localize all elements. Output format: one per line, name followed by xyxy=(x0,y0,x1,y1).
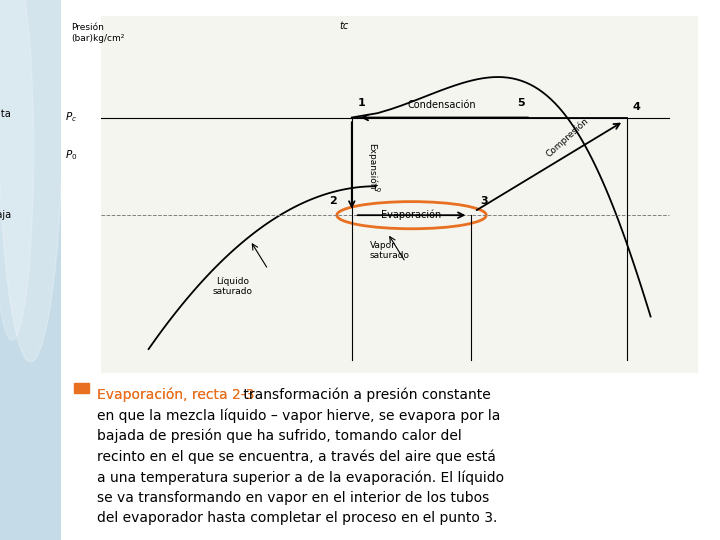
Text: P baja: P baja xyxy=(0,210,12,220)
Text: Entalpía: Entalpía xyxy=(639,378,675,387)
Bar xyxy=(74,383,89,393)
Text: 4: 4 xyxy=(633,102,641,112)
Text: Condensación: Condensación xyxy=(407,100,476,110)
Text: $h_4$: $h_4$ xyxy=(633,387,644,401)
Text: Evaporación, recta 2-3: Evaporación, recta 2-3 xyxy=(97,388,255,402)
Text: P alta: P alta xyxy=(0,109,12,119)
Circle shape xyxy=(0,0,34,340)
Text: $h_1$: $h_1$ xyxy=(343,373,355,387)
Text: $P_c$: $P_c$ xyxy=(65,111,77,124)
Text: 1: 1 xyxy=(358,98,366,109)
Text: Expansión: Expansión xyxy=(366,143,377,190)
Text: Evaporación: Evaporación xyxy=(382,210,441,220)
Text: del evaporador hasta completar el proceso en el punto 3.: del evaporador hasta completar el proces… xyxy=(97,511,498,525)
Text: bajada de presión que ha sufrido, tomando calor del: bajada de presión que ha sufrido, tomand… xyxy=(97,429,462,443)
Text: a una temperatura superior a de la evaporación. El líquido: a una temperatura superior a de la evapo… xyxy=(97,470,505,484)
Text: Líquido
saturado: Líquido saturado xyxy=(212,276,252,296)
Text: transformación a presión constante: transformación a presión constante xyxy=(239,388,491,402)
Text: Evaporación, recta 2-3: Evaporación, recta 2-3 xyxy=(97,388,255,402)
Text: $h_o$: $h_o$ xyxy=(343,387,355,401)
Text: Compresión: Compresión xyxy=(544,116,590,159)
Text: se va transformando en vapor en el interior de los tubos: se va transformando en vapor en el inter… xyxy=(97,491,490,504)
Text: 5: 5 xyxy=(518,98,525,109)
Text: Vapor
saturado: Vapor saturado xyxy=(370,240,410,260)
Text: tc: tc xyxy=(340,21,349,31)
Text: $t_o$: $t_o$ xyxy=(373,181,382,195)
Text: $h_3$: $h_3$ xyxy=(465,373,477,387)
Text: en que la mezcla líquido – vapor hierve, se evapora por la: en que la mezcla líquido – vapor hierve,… xyxy=(97,408,501,423)
Circle shape xyxy=(0,0,64,362)
Text: $P_0$: $P_0$ xyxy=(65,148,77,163)
Text: Presión
(bar)kg/cm²: Presión (bar)kg/cm² xyxy=(71,23,125,43)
Text: 2: 2 xyxy=(329,196,337,206)
Text: recinto en el que se encuentra, a través del aire que está: recinto en el que se encuentra, a través… xyxy=(97,449,496,464)
Text: 3: 3 xyxy=(480,196,488,206)
